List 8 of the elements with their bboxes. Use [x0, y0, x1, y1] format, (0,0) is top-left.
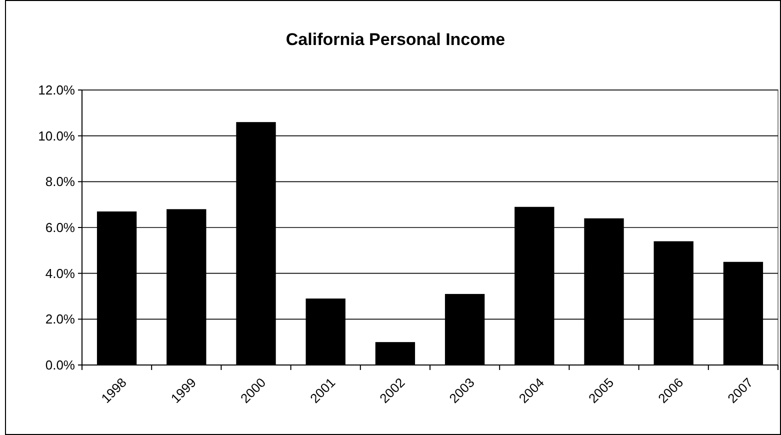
y-tick-label: 8.0% [45, 174, 76, 190]
chart-title: California Personal Income [286, 30, 506, 49]
y-tick-label: 10.0% [38, 128, 76, 144]
y-tick-label: 2.0% [45, 312, 76, 327]
y-tick-label: 12.0% [38, 82, 76, 98]
y-tick-label: 6.0% [45, 220, 76, 236]
y-tick-label: 0.0% [45, 358, 76, 373]
y-tick-label: 4.0% [45, 266, 76, 281]
